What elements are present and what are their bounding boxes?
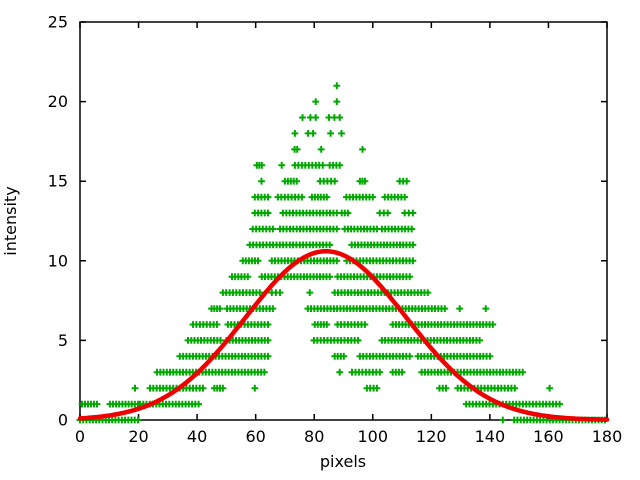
y-axis-label: intensity — [1, 186, 20, 255]
x-tick-label: 100 — [358, 427, 389, 446]
x-tick-label: 80 — [304, 427, 324, 446]
fit-curve-path — [77, 248, 610, 422]
x-tick-label: 60 — [245, 427, 265, 446]
plot-background — [80, 22, 607, 420]
x-tick-label: 0 — [75, 427, 85, 446]
fit-curve-series — [77, 248, 610, 422]
y-tick-label: 5 — [58, 331, 68, 350]
y-tick-label: 15 — [48, 172, 68, 191]
plot-border — [79, 21, 608, 421]
x-axis-label: pixels — [320, 452, 366, 471]
x-tick-label: 160 — [533, 427, 564, 446]
y-tick-label: 0 — [58, 411, 68, 430]
x-tick-label: 140 — [475, 427, 506, 446]
x-tick-label: 180 — [592, 427, 623, 446]
y-tick-label: 10 — [48, 251, 68, 270]
x-tick-label: 120 — [416, 427, 447, 446]
axis-tick-labels: 0 20 40 60 80 100 120 140 160 180 0 5 10 15 20 25 — [48, 13, 623, 447]
x-tick-label: 20 — [128, 427, 148, 446]
y-tick-label: 25 — [48, 13, 68, 32]
x-tick-label: 40 — [187, 427, 207, 446]
y-tick-label: 20 — [48, 92, 68, 111]
